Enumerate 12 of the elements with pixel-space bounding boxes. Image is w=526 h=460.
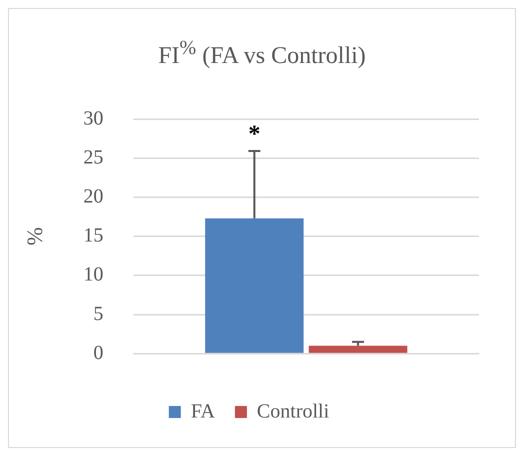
y-axis-title: % xyxy=(22,227,47,246)
legend-label: Controlli xyxy=(256,400,330,422)
chart-title: FI$^{%}$ (FA vs Controlli) xyxy=(157,36,367,71)
y-tick-label: 10 xyxy=(83,264,104,286)
annotation: * xyxy=(248,121,260,148)
y-tick-label: 0 xyxy=(93,342,104,364)
y-tick-label: 30 xyxy=(83,107,104,130)
y-tick-label: 15 xyxy=(83,224,104,247)
y-tick-label: 5 xyxy=(93,302,104,325)
y-tick-label: 20 xyxy=(83,185,104,208)
legend-label: FA xyxy=(190,400,216,422)
y-tick-label: 25 xyxy=(83,146,104,168)
